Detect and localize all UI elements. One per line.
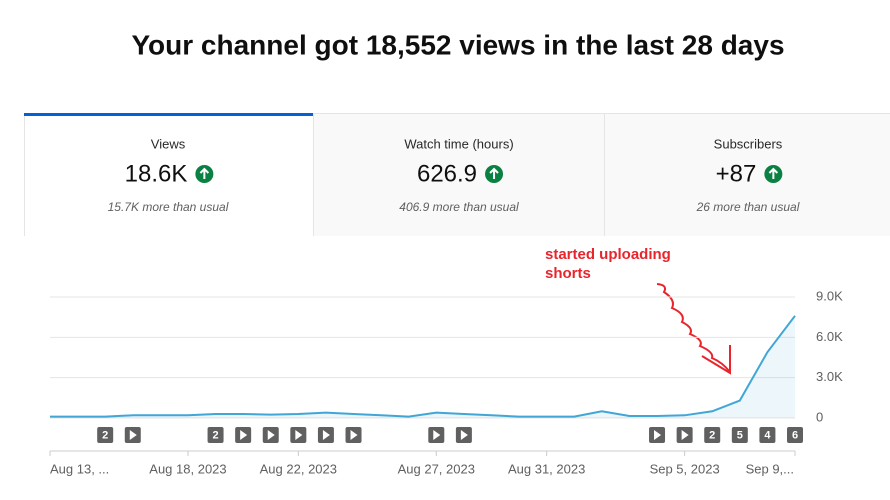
play-icon — [295, 430, 303, 440]
video-marker — [704, 427, 721, 443]
up-arrow — [199, 167, 210, 179]
y-tick-label: 3.0K — [816, 369, 843, 384]
tab-background — [313, 114, 890, 236]
tab-value: 18.6K — [125, 160, 188, 187]
play-icon — [350, 430, 358, 440]
tab-label: Subscribers — [714, 136, 783, 151]
video-marker — [787, 427, 803, 443]
play-icon — [460, 430, 468, 440]
tab-note: 26 more than usual — [696, 200, 800, 214]
tab-note: 15.7K more than usual — [108, 200, 229, 214]
tab-value: 626.9 — [417, 160, 477, 187]
video-count: 5 — [737, 429, 743, 441]
annotation-text: started uploading — [545, 246, 671, 263]
video-marker — [759, 427, 776, 443]
x-tick-label: Sep 9,... — [746, 461, 794, 476]
tab-selected-background — [24, 114, 313, 236]
y-tick-label: 0 — [816, 409, 823, 424]
tabs — [24, 113, 890, 236]
video-count: 2 — [102, 429, 108, 441]
video-count: 2 — [212, 429, 218, 441]
tab-value: +87 — [716, 160, 757, 187]
tab-label: Views — [151, 136, 186, 151]
video-marker — [207, 427, 224, 443]
x-tick-label: Aug 13, ... — [50, 461, 109, 476]
video-marker — [97, 427, 114, 443]
y-tick-label: 6.0K — [816, 329, 843, 344]
x-tick-label: Aug 18, 2023 — [149, 461, 226, 476]
play-icon — [654, 430, 662, 440]
area — [50, 315, 795, 418]
up-arrow — [489, 167, 499, 179]
annotation-text: shorts — [545, 265, 591, 282]
x-tick-label: Aug 31, 2023 — [508, 461, 585, 476]
page-title: Your channel got 18,552 views in the las… — [131, 29, 784, 60]
x-tick-label: Aug 27, 2023 — [398, 461, 475, 476]
video-count: 6 — [792, 429, 798, 441]
video-count: 2 — [709, 429, 715, 441]
play-icon — [267, 430, 275, 440]
tab-label: Watch time (hours) — [404, 136, 513, 151]
x-tick-label: Aug 22, 2023 — [260, 461, 337, 476]
play-icon — [433, 430, 441, 440]
tab-indicator — [24, 113, 313, 116]
video-marker — [731, 427, 748, 443]
tab-note: 406.9 more than usual — [399, 200, 519, 214]
line — [50, 315, 796, 418]
up-arrow — [768, 167, 779, 179]
play-icon — [129, 430, 137, 440]
y-tick-label: 9.0K — [816, 288, 843, 303]
video-count: 4 — [764, 429, 771, 441]
play-icon — [322, 430, 330, 440]
annotation-arrowhead — [701, 345, 731, 375]
x-tick-label: Sep 5, 2023 — [650, 461, 720, 476]
play-icon — [681, 430, 689, 440]
play-icon — [240, 430, 248, 440]
annotation-arrow — [656, 283, 731, 373]
annotation: started uploading shorts — [545, 246, 731, 375]
